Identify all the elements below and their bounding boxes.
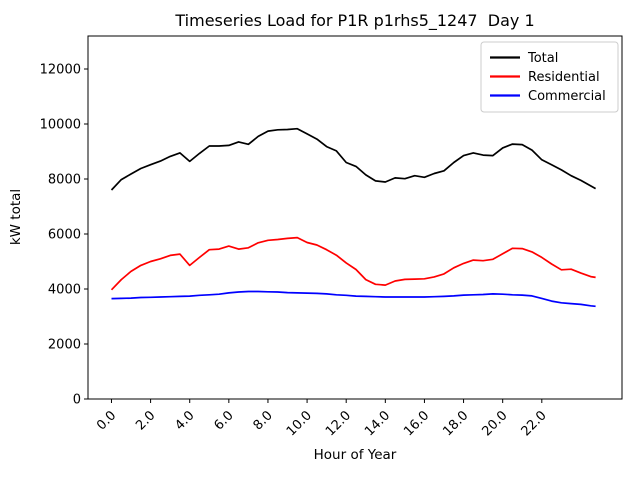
- x-tick-label: 10.0: [284, 408, 315, 439]
- legend-label-total: Total: [527, 51, 558, 66]
- legend-item-total: Total: [490, 51, 558, 66]
- legend: Total Residential Commercial: [480, 41, 619, 113]
- x-tick-label: 4.0: [172, 408, 197, 433]
- y-tick-label: 2000: [48, 338, 81, 353]
- legend-label-commercial: Commercial: [528, 89, 606, 104]
- series-lines: [110, 127, 597, 308]
- y-axis-ticks: 0 2000 4000 6000 8000 10000 12000: [40, 63, 88, 408]
- x-axis-ticks: 0.0 2.0 4.0 6.0 8.0 10.0 12.0 14.0 16.0 18.0 20.0 2…: [94, 399, 550, 439]
- x-tick-label: 22.0: [519, 408, 550, 439]
- x-tick-label: 12.0: [323, 408, 354, 439]
- plot-area-border: [87, 35, 623, 400]
- x-axis-label: Hour of Year: [314, 447, 397, 463]
- x-tick-label: 0.0: [94, 408, 119, 433]
- series-line-total: [110, 127, 597, 191]
- y-tick-label: 0: [73, 393, 81, 408]
- x-tick-label: 18.0: [440, 408, 471, 439]
- x-tick-label: 2.0: [133, 408, 158, 433]
- y-tick-label: 12000: [40, 63, 81, 78]
- x-tick-label: 20.0: [479, 408, 510, 439]
- x-tick-label: 16.0: [401, 408, 432, 439]
- y-tick-label: 6000: [48, 228, 81, 243]
- legend-label-residential: Residential: [528, 70, 600, 85]
- chart-title: Timeseries Load for P1R p1rhs5_1247 Day …: [174, 11, 534, 31]
- x-tick-label: 14.0: [362, 408, 393, 439]
- y-tick-label: 10000: [40, 118, 81, 133]
- legend-item-commercial: Commercial: [490, 89, 606, 104]
- series-line-commercial: [111, 290, 596, 308]
- x-tick-label: 6.0: [211, 408, 236, 433]
- legend-item-residential: Residential: [490, 70, 600, 85]
- x-tick-label: 8.0: [251, 408, 276, 433]
- y-tick-label: 4000: [48, 283, 81, 298]
- y-axis-label: kW total: [8, 189, 24, 245]
- series-line-residential: [110, 236, 596, 291]
- y-tick-label: 8000: [48, 173, 81, 188]
